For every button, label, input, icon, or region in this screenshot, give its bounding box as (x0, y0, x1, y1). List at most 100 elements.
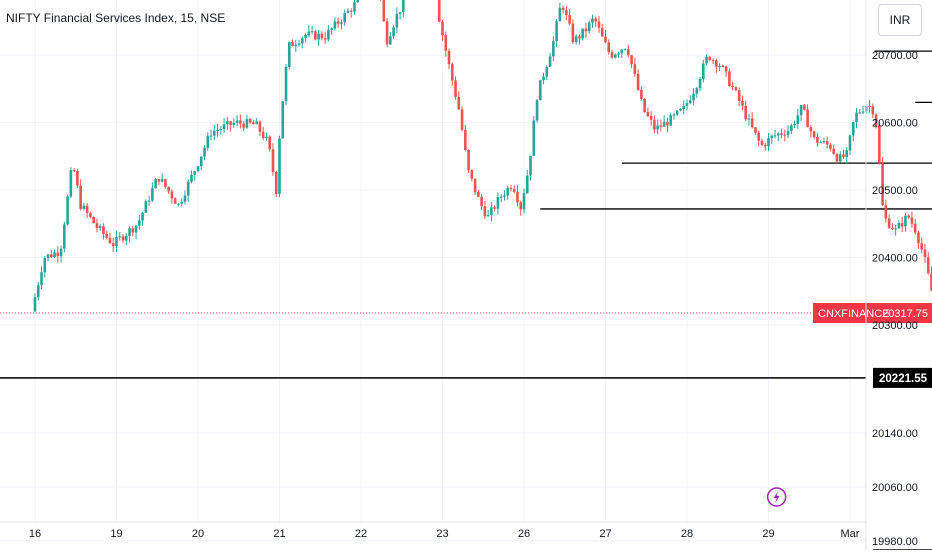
x-tick-label: 22 (355, 528, 367, 540)
candle-body (496, 197, 500, 209)
candle-body (627, 49, 630, 56)
candle-body (874, 114, 878, 126)
candle-body (349, 10, 353, 12)
candle-body (904, 215, 907, 227)
candle-body (437, 0, 441, 22)
candle-body (444, 35, 448, 51)
candle-body (555, 21, 558, 42)
candle-body (871, 106, 875, 115)
candle-body (76, 171, 79, 186)
candle-body (539, 80, 542, 101)
candle-body (747, 118, 751, 120)
candle-body (819, 142, 822, 144)
candle-body (343, 12, 346, 23)
candle-body (59, 248, 63, 257)
candle-body (796, 115, 800, 124)
candle-body (682, 105, 686, 109)
candle-body (301, 38, 304, 44)
candle-body (310, 31, 314, 33)
candle-body (519, 202, 523, 210)
candle-body (731, 86, 734, 88)
candle-body (284, 66, 288, 102)
candle-body (294, 44, 298, 47)
candle-body (630, 55, 633, 65)
candle-body (656, 125, 659, 130)
candle-body (92, 216, 95, 224)
candle-body (134, 225, 138, 233)
candle-body (33, 297, 37, 312)
y-tick-label: 20600.00 (872, 118, 918, 130)
candle-body (203, 147, 206, 157)
candle-body (477, 192, 480, 197)
candle-body (861, 111, 865, 113)
candle-body (157, 179, 161, 182)
candle-body (190, 174, 193, 182)
candle-body (653, 119, 656, 130)
candle-body (669, 115, 672, 126)
candle-body (287, 42, 291, 67)
candle-body (72, 170, 76, 172)
candle-body (545, 66, 549, 77)
candle-body (594, 18, 598, 22)
candle-body (763, 144, 767, 147)
candle-body (548, 56, 552, 67)
candle-body (382, 0, 386, 22)
candle-body (503, 195, 506, 197)
candle-body (229, 121, 232, 126)
candle-body (245, 119, 249, 128)
candle-body (102, 226, 105, 234)
x-tick-label: 21 (273, 528, 285, 540)
candle-body (464, 129, 467, 150)
currency-button[interactable]: INR (878, 4, 922, 36)
candle-body (744, 105, 747, 120)
candle-body (454, 80, 457, 97)
candle-body (79, 185, 82, 209)
candle-body (180, 201, 183, 204)
candle-body (565, 10, 568, 15)
candle-body (920, 243, 924, 250)
candle-body (734, 87, 738, 91)
candle-body (193, 171, 197, 175)
candle-body (470, 169, 474, 179)
candle-body (750, 118, 754, 128)
x-tick-label: 23 (436, 528, 448, 540)
candle-body (281, 101, 285, 139)
candle-body (770, 135, 774, 139)
candle-body (108, 237, 112, 244)
candle-body (199, 156, 203, 167)
candle-body (529, 155, 532, 176)
candle-body (688, 100, 692, 104)
candle-body (105, 233, 109, 238)
candle-body (724, 66, 728, 72)
candle-body (186, 181, 190, 196)
candle-body (242, 123, 245, 128)
candle-body (597, 21, 601, 28)
candle-body (848, 135, 852, 151)
candle-body (183, 195, 187, 202)
candle-body (737, 90, 741, 101)
y-tick-label: 20500.00 (872, 185, 918, 197)
candle-body (646, 111, 650, 116)
candle-body (790, 125, 793, 131)
x-tick-label: 29 (762, 528, 774, 540)
level-price-badge (873, 367, 932, 388)
candle-body (584, 28, 588, 32)
candle-body (53, 252, 56, 257)
x-tick-label: 28 (681, 528, 693, 540)
lightning-icon[interactable] (766, 487, 787, 507)
candle-body (154, 179, 157, 189)
candle-body (160, 179, 164, 182)
candle-body (206, 135, 210, 148)
candle-body (248, 119, 252, 123)
candle-body (43, 258, 47, 273)
candle-body (587, 22, 591, 32)
candle-body (702, 63, 705, 79)
candle-body (353, 2, 356, 12)
candle-body (600, 27, 604, 37)
candle-body (278, 138, 281, 194)
candle-body (164, 179, 167, 187)
candle-body (141, 212, 144, 221)
candle-body (711, 60, 715, 62)
